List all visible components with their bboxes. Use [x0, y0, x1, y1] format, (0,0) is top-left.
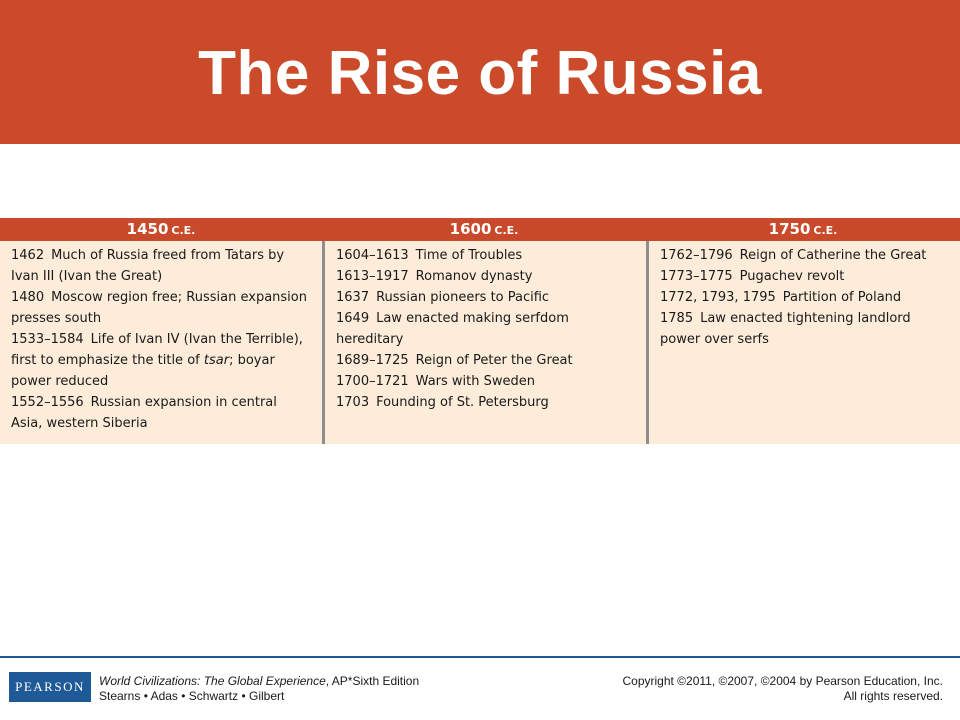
event-text: Russian pioneers to Pacific [376, 290, 550, 305]
copyright-text: Copyright ©2011, ©2007, ©2004 by Pearson… [622, 674, 943, 688]
event-text: Pugachev revolt [739, 269, 845, 284]
era-column-1750: 1762–1796 Reign of Catherine the Great 17… [646, 241, 960, 444]
page-title: The Rise of Russia [198, 39, 762, 108]
timeline-event: 1480 Moscow region free; Russian expansio… [11, 287, 312, 329]
era-year: 1750 [768, 220, 811, 238]
timeline-event: 1785 Law enacted tightening landlord powe… [660, 308, 950, 350]
event-year: 1689–1725 [336, 353, 409, 368]
book-title-line: World Civilizations: The Global Experien… [99, 674, 419, 689]
event-year: 1773–1775 [660, 269, 733, 284]
event-text-after: ; boyar power reduced [11, 353, 275, 389]
era-column-1600: 1604–1613 Time of Troubles 1613–1917 Roman… [322, 241, 646, 444]
timeline-header: 1450 C.E. 1600 C.E. 1750 C.E. [0, 218, 960, 241]
event-italic-term: tsar [203, 353, 230, 368]
event-text: Reign of Peter the Great [415, 353, 573, 368]
title-bar: The Rise of Russia [0, 0, 960, 144]
era-suffix: C.E. [494, 224, 519, 237]
timeline-event: 1637 Russian pioneers to Pacific [336, 287, 636, 308]
event-year: 1703 [336, 395, 370, 410]
event-text: Romanov dynasty [415, 269, 533, 284]
timeline-event: 1703 Founding of St. Petersburg [336, 392, 636, 413]
event-year: 1785 [660, 311, 694, 326]
era-suffix: C.E. [813, 224, 838, 237]
book-title: World Civilizations: The Global Experien… [99, 674, 326, 688]
event-text: Time of Troubles [415, 248, 523, 263]
timeline-body: 1462 Much of Russia freed from Tatars by … [0, 241, 960, 444]
era-header-1600: 1600 C.E. [322, 218, 646, 241]
era-column-1450: 1462 Much of Russia freed from Tatars by … [0, 241, 322, 444]
event-text: Founding of St. Petersburg [376, 395, 549, 410]
timeline-event: 1689–1725 Reign of Peter the Great [336, 350, 636, 371]
timeline-event: 1613–1917 Romanov dynasty [336, 266, 636, 287]
event-year: 1700–1721 [336, 374, 409, 389]
timeline-event: 1649 Law enacted making serfdom hereditar… [336, 308, 636, 350]
footer-copyright: Copyright ©2011, ©2007, ©2004 by Pearson… [622, 674, 943, 704]
event-year: 1552–1556 [11, 395, 84, 410]
rights-text: All rights reserved. [843, 689, 943, 703]
book-edition: , AP*Sixth Edition [325, 674, 420, 688]
event-text: Life of Ivan IV (Ivan the Terrible), fir… [11, 332, 303, 368]
timeline-table: 1450 C.E. 1600 C.E. 1750 C.E. 1462 Much of R… [0, 218, 960, 444]
event-year: 1613–1917 [336, 269, 409, 284]
event-text: Law enacted tightening landlord power ov… [660, 311, 911, 347]
event-year: 1462 [11, 248, 45, 263]
book-authors: Stearns • Adas • Schwartz • Gilbert [99, 689, 285, 703]
footer-citation: World Civilizations: The Global Experien… [99, 674, 419, 704]
footer-divider [0, 656, 960, 658]
era-year: 1600 [449, 220, 492, 238]
event-year: 1762–1796 [660, 248, 733, 263]
event-text: Law enacted making serfdom hereditary [336, 311, 569, 347]
timeline-event: 1604–1613 Time of Troubles [336, 245, 636, 266]
era-year: 1450 [126, 220, 169, 238]
event-text: Moscow region free; Russian expansion pr… [11, 290, 307, 326]
event-text: Russian expansion in central Asia, weste… [11, 395, 277, 431]
event-year: 1533–1584 [11, 332, 84, 347]
pearson-logo: PEARSON [9, 672, 91, 702]
timeline-event: 1552–1556 Russian expansion in central As… [11, 392, 312, 434]
era-header-1750: 1750 C.E. [646, 218, 960, 241]
timeline-event: 1462 Much of Russia freed from Tatars by … [11, 245, 312, 287]
era-header-1450: 1450 C.E. [0, 218, 322, 241]
timeline-event: 1700–1721 Wars with Sweden [336, 371, 636, 392]
timeline-event: 1772, 1793, 1795 Partition of Poland [660, 287, 950, 308]
event-year: 1604–1613 [336, 248, 409, 263]
event-year: 1637 [336, 290, 370, 305]
event-text: Much of Russia freed from Tatars by Ivan… [11, 248, 285, 284]
event-year: 1649 [336, 311, 370, 326]
timeline-event: 1762–1796 Reign of Catherine the Great [660, 245, 950, 266]
event-year: 1480 [11, 290, 45, 305]
event-text: Reign of Catherine the Great [739, 248, 927, 263]
event-text: Partition of Poland [782, 290, 902, 305]
event-text: Wars with Sweden [415, 374, 535, 389]
event-year: 1772, 1793, 1795 [660, 290, 776, 305]
timeline-event: 1773–1775 Pugachev revolt [660, 266, 950, 287]
timeline-event: 1533–1584 Life of Ivan IV (Ivan the Terri… [11, 329, 312, 392]
era-suffix: C.E. [171, 224, 196, 237]
